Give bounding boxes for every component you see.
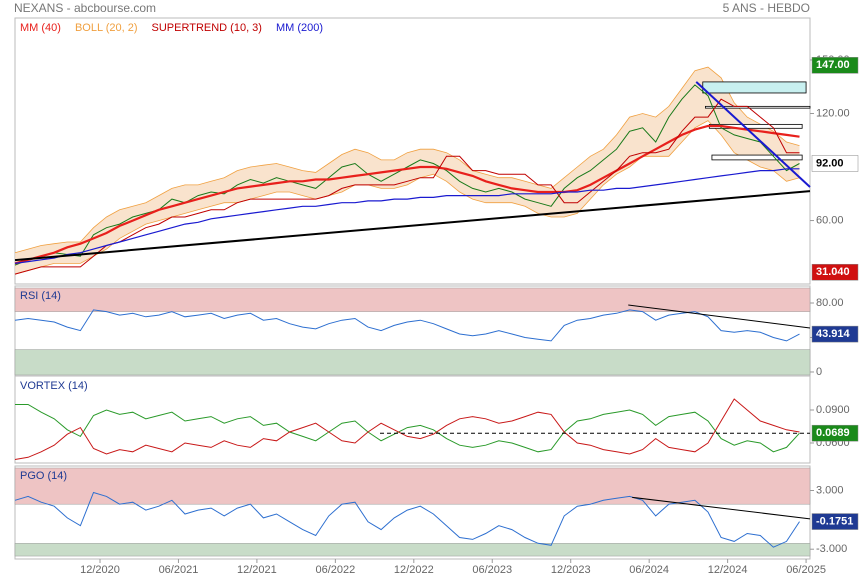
marker-label: 147.00 (816, 59, 850, 71)
marker-label: 0.0689 (816, 427, 850, 439)
x-tick-label: 12/2022 (394, 564, 434, 576)
trendline (695, 81, 811, 188)
y-tick-label: 80.00 (816, 297, 844, 309)
x-tick-label: 06/2025 (786, 564, 826, 576)
y-tick-label: 0.0900 (816, 404, 850, 416)
y-tick-label: 60.00 (816, 214, 844, 226)
trendline (632, 496, 811, 520)
x-tick-label: 12/2020 (80, 564, 120, 576)
series-line (14, 168, 800, 264)
x-tick-label: 12/2024 (708, 564, 748, 576)
value-marker (811, 513, 859, 530)
y-tick-label: 120.00 (816, 107, 850, 119)
trendline (628, 304, 811, 329)
zone (14, 287, 811, 312)
value-marker (811, 263, 859, 281)
panel-frame (14, 375, 811, 464)
legend-entry: BOLL (20, 2) (75, 22, 138, 34)
x-tick-label: 12/2023 (551, 564, 591, 576)
zone (14, 543, 811, 557)
series-line (14, 98, 800, 275)
y-tick-label: -3.000 (816, 543, 847, 555)
value-marker (811, 57, 859, 74)
x-tick-label: 12/2021 (237, 564, 277, 576)
bollinger-band (15, 67, 800, 275)
level-box (702, 81, 807, 94)
value-marker (811, 325, 859, 343)
marker-label: -0.1751 (816, 515, 853, 527)
panel-title: RSI (14) (20, 290, 61, 302)
series-line (14, 398, 800, 460)
y-tick-label: 3.000 (816, 484, 844, 496)
level-box (711, 154, 803, 161)
x-tick-label: 06/2024 (629, 564, 669, 576)
x-tick-label: 06/2023 (472, 564, 512, 576)
x-tick-label: 06/2022 (315, 564, 355, 576)
series-line (14, 124, 800, 265)
marker-label: 43.914 (816, 328, 851, 340)
trendline (14, 190, 811, 262)
value-marker (811, 155, 859, 172)
marker-label: 31.040 (816, 266, 850, 278)
panel-title: VORTEX (14) (20, 380, 88, 392)
level-box (704, 105, 811, 109)
marker-label: 92.00 (816, 157, 844, 169)
zone (14, 349, 811, 376)
header-period: 5 ANS - HEBDO (723, 1, 810, 15)
y-tick-label: 0 (816, 366, 822, 378)
bollinger-lower (14, 120, 800, 275)
legend-entry: MM (200) (276, 22, 323, 34)
series-line (14, 309, 800, 342)
zone (14, 467, 811, 505)
series-line (15, 404, 800, 453)
header-title: NEXANS - abcbourse.com (14, 1, 156, 15)
panel-title: PGO (14) (20, 470, 67, 482)
legend-entry: MM (40) (20, 22, 61, 34)
x-tick-label: 06/2021 (159, 564, 199, 576)
price-line (14, 84, 800, 266)
value-marker (811, 424, 859, 442)
bollinger-upper (14, 66, 800, 254)
legend-entry: SUPERTREND (10, 3) (152, 22, 262, 34)
series-line (14, 491, 800, 548)
